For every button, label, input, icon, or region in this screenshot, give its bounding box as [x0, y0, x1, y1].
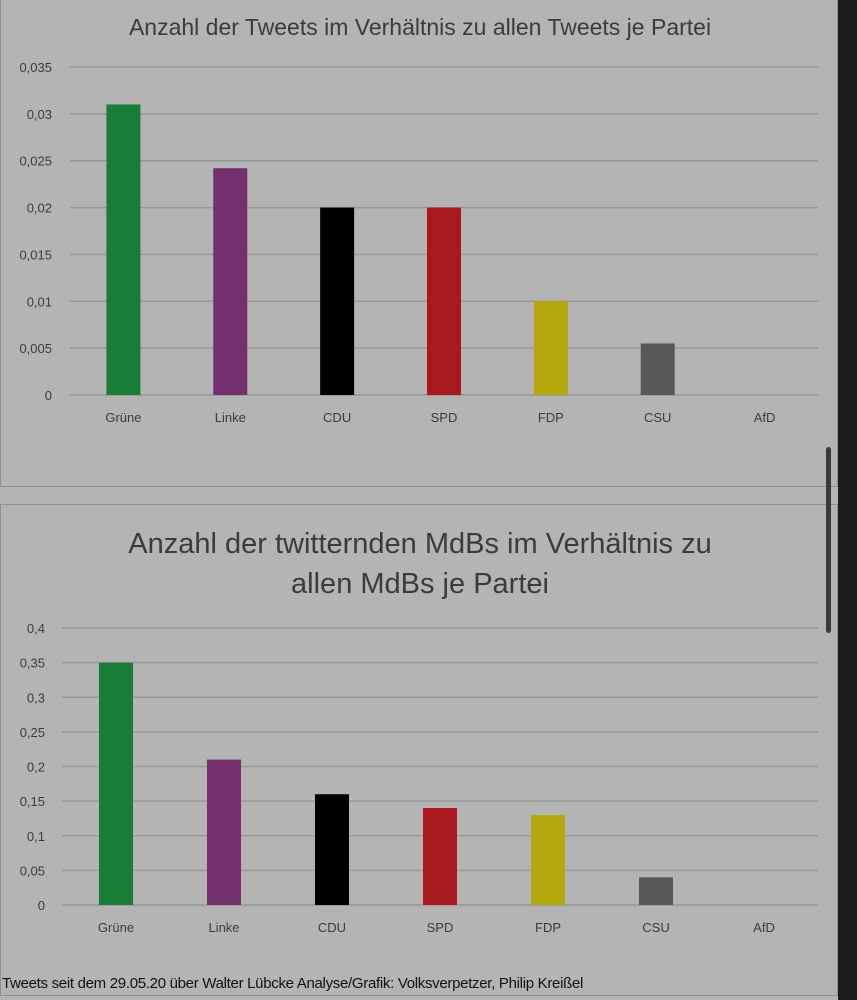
- x-tick-label: CDU: [323, 410, 351, 425]
- y-tick-label: 0,4: [27, 621, 45, 636]
- bar-cdu: [320, 207, 355, 395]
- bar-fdp: [531, 814, 565, 905]
- chart-panel-tweets: [0, 0, 838, 487]
- y-tick-label: 0,03: [27, 107, 52, 122]
- y-tick-label: 0,015: [19, 247, 52, 262]
- bar-grüne: [99, 662, 133, 905]
- bar-cdu: [315, 794, 349, 905]
- y-tick-label: 0,2: [27, 760, 45, 775]
- bar-spd: [427, 207, 461, 395]
- chart2-title-line1: Anzahl der twitternden MdBs im Verhältni…: [128, 528, 712, 560]
- bar-fdp: [533, 301, 568, 395]
- chart-panel-mdbs: [0, 504, 838, 996]
- y-tick-label: 0,3: [27, 690, 45, 705]
- y-tick-label: 0,035: [19, 60, 52, 75]
- footer-caption: Tweets seit dem 29.05.20 über Walter Lüb…: [2, 975, 584, 992]
- window-edge: [838, 0, 857, 1000]
- x-tick-label: CDU: [318, 920, 346, 935]
- bar-linke: [213, 168, 248, 395]
- y-tick-label: 0,1: [27, 829, 45, 844]
- charts-svg: Anzahl der Tweets im Verhältnis zu allen…: [19, 14, 818, 935]
- x-tick-label: CSU: [644, 410, 671, 425]
- x-tick-label: SPD: [427, 920, 454, 935]
- chart1-title: Anzahl der Tweets im Verhältnis zu allen…: [129, 14, 711, 40]
- y-tick-label: 0,025: [19, 154, 52, 169]
- y-tick-label: 0,01: [27, 294, 52, 309]
- x-tick-label: AfD: [754, 410, 776, 425]
- x-tick-label: Linke: [215, 410, 246, 425]
- x-tick-label: FDP: [535, 920, 561, 935]
- y-tick-label: 0,25: [20, 725, 45, 740]
- bar-linke: [207, 759, 241, 905]
- y-tick-label: 0,02: [27, 201, 52, 216]
- y-tick-label: 0,05: [20, 863, 45, 878]
- x-tick-label: Linke: [208, 920, 239, 935]
- x-tick-label: Grüne: [105, 410, 141, 425]
- bar-grüne: [106, 104, 141, 395]
- bar-csu: [639, 877, 673, 905]
- y-tick-label: 0,15: [20, 794, 45, 809]
- chart1-tweets: 0 0,005 0,01 0,015 0,02 0,025 0,03 0,035 Grüne Li…: [19, 60, 818, 425]
- bar-spd: [423, 808, 457, 905]
- chart2-mdbs: 0 0,05 0,1 0,15 0,2 0,25 0,3 0,35 0,4 Grüne Linke C…: [20, 621, 818, 935]
- y-tick-label: 0: [45, 388, 52, 403]
- y-tick-label: 0,005: [19, 341, 52, 356]
- bar-csu: [640, 343, 675, 395]
- y-tick-label: 0: [38, 898, 45, 913]
- scrollbar[interactable]: [826, 447, 831, 633]
- y-tick-label: 0,35: [20, 656, 45, 671]
- x-tick-label: FDP: [538, 410, 564, 425]
- x-tick-label: AfD: [753, 920, 775, 935]
- chart2-title-line2: allen MdBs je Partei: [291, 568, 549, 600]
- x-tick-label: CSU: [642, 920, 669, 935]
- x-tick-label: SPD: [431, 410, 458, 425]
- x-tick-label: Grüne: [98, 920, 134, 935]
